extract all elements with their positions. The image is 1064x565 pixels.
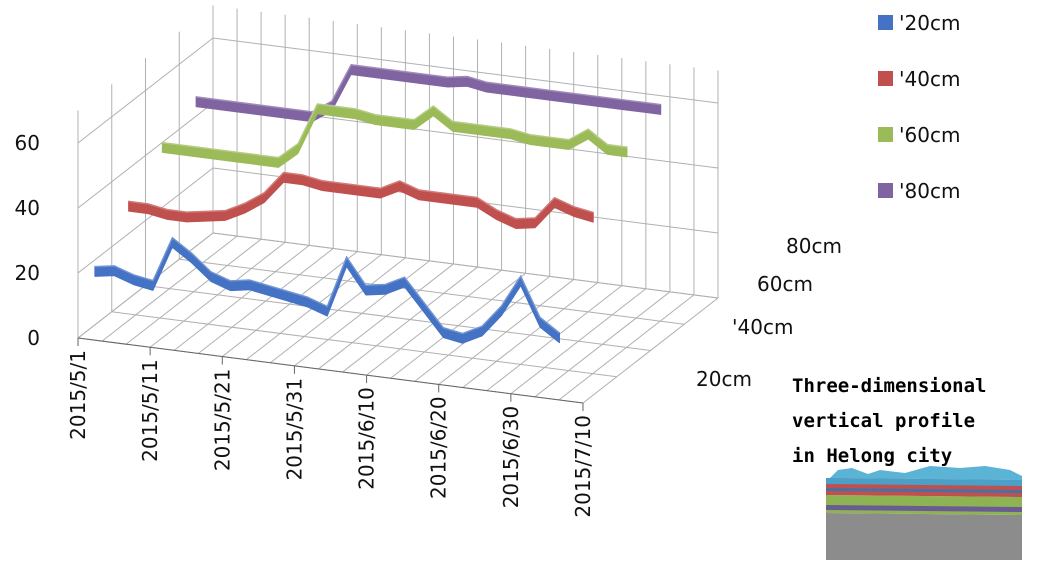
legend-swatch bbox=[878, 183, 893, 198]
series-ribbon bbox=[161, 103, 628, 168]
helong-3d-profile-image bbox=[826, 466, 1022, 560]
legend-item: '80cm bbox=[878, 179, 960, 203]
x-tick-label: 2015/5/31 bbox=[282, 378, 306, 481]
x-tick-label: 2015/5/1 bbox=[66, 350, 90, 440]
gridline-floor-depth bbox=[145, 285, 651, 351]
series-ribbon bbox=[195, 64, 662, 123]
legend-swatch bbox=[878, 15, 893, 30]
x-tick-label: 2015/6/20 bbox=[427, 396, 451, 499]
caption-line-2: vertical profile bbox=[792, 410, 975, 432]
series-ribbon bbox=[94, 236, 560, 344]
legend-swatch bbox=[878, 71, 893, 86]
depth-tick-label: 80cm bbox=[786, 234, 842, 258]
legend-swatch bbox=[878, 127, 893, 142]
legend-item: '20cm bbox=[878, 11, 960, 35]
legend-item: '60cm bbox=[878, 123, 960, 147]
series-80cmcm-ribbon bbox=[195, 63, 662, 123]
series-40cmcm-ribbon bbox=[128, 171, 594, 229]
gridline-floor-depth bbox=[179, 258, 685, 325]
y-tick-label: 40 bbox=[15, 196, 40, 220]
x-tick-label: 2015/5/21 bbox=[210, 369, 234, 472]
x-tick-label: 2015/6/30 bbox=[499, 406, 523, 509]
legend-label: '80cm bbox=[899, 179, 960, 203]
series-ribbon bbox=[128, 171, 594, 229]
legend-label: '60cm bbox=[899, 123, 960, 147]
legend-label: '40cm bbox=[899, 67, 960, 91]
depth-tick-label: '40cm bbox=[732, 315, 793, 339]
y-tick-label: 20 bbox=[15, 261, 40, 285]
chart-axes: 0 20 40 60 2015/5/1 2015/5/11 2015/5/21 2015/5/… bbox=[15, 131, 842, 518]
chart-legend: '20cm '40cm '60cm '80cm bbox=[878, 11, 960, 203]
caption-line-1: Three-dimensional bbox=[792, 375, 986, 397]
series-ribbon-highlight bbox=[94, 235, 561, 335]
y-tick-label: 60 bbox=[15, 131, 40, 155]
caption-line-3: in Helong city bbox=[792, 445, 952, 467]
gridline-floor-depth bbox=[212, 232, 719, 299]
x-tick-label: 2015/7/10 bbox=[571, 415, 595, 518]
legend-item: '40cm bbox=[878, 67, 960, 91]
series-60cmcm-ribbon bbox=[161, 102, 628, 168]
profile-caption: Three-dimensional vertical profile in He… bbox=[792, 375, 986, 467]
chart-grid bbox=[77, 5, 719, 404]
x-axis-line bbox=[77, 337, 584, 404]
series-ribbon-highlight bbox=[128, 171, 594, 220]
y-tick-label: 0 bbox=[27, 326, 40, 350]
legend-label: '20cm bbox=[899, 11, 960, 35]
x-tick-label: 2015/5/11 bbox=[138, 359, 162, 462]
x-tick-label: 2015/6/10 bbox=[355, 387, 379, 490]
gridline-floor-depth bbox=[111, 311, 617, 378]
chart-series bbox=[94, 63, 662, 344]
series-ribbon-highlight bbox=[195, 63, 661, 113]
depth-tick-label: 60cm bbox=[757, 272, 813, 296]
depth-tick-label: 20cm bbox=[696, 367, 752, 391]
series-20cmcm-ribbon bbox=[94, 235, 561, 344]
series-ribbon-highlight bbox=[162, 102, 628, 159]
